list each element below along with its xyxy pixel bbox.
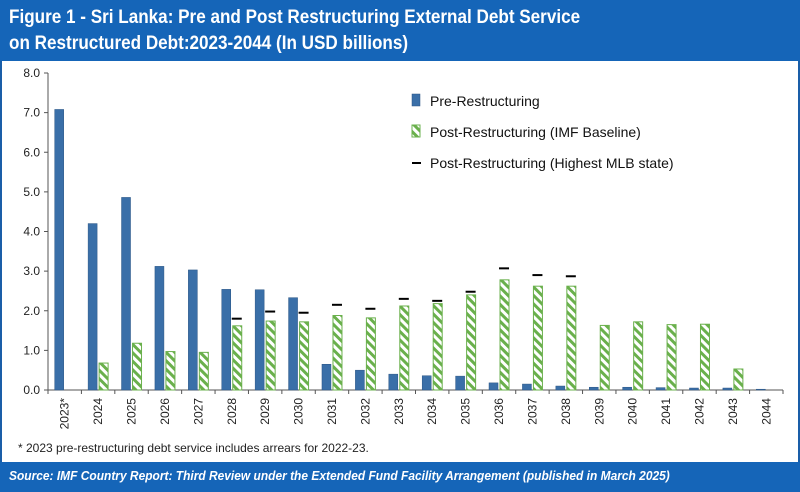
bar-pre-restructuring — [522, 383, 532, 391]
x-tick-label: 2028 — [225, 398, 239, 425]
bar-post-restructuring-baseline — [432, 303, 443, 391]
bar-post-restructuring-baseline — [633, 321, 644, 391]
x-tick-label: 2032 — [358, 398, 372, 425]
bar-pre-restructuring — [421, 375, 432, 391]
legend-label: Pre-Restructuring — [430, 93, 540, 109]
bar-pre-restructuring — [589, 386, 599, 391]
bar-post-restructuring-baseline — [265, 320, 276, 391]
x-tick-label: 2043 — [726, 398, 740, 425]
x-tick-label: 2027 — [191, 398, 205, 425]
bar-post-restructuring-baseline — [198, 351, 209, 391]
bar-pre-restructuring — [355, 369, 365, 391]
bar-post-restructuring-baseline — [299, 321, 310, 391]
bar-pre-restructuring — [388, 373, 399, 391]
figure-title-line-1: Figure 1 - Sri Lanka: Pre and Post Restr… — [9, 7, 581, 28]
bar-post-restructuring-baseline — [699, 323, 710, 391]
source-text: Source: IMF Country Report: Third Review… — [9, 468, 670, 483]
y-tick-label: 3.0 — [23, 264, 40, 278]
debt-service-bar-chart: 0.0 1.0 2.0 3.0 4.0 5.0 6.0 7.0 8.0 2023* 2024 2025… — [23, 66, 784, 430]
y-tick-label: 4.0 — [23, 225, 40, 239]
x-tick-label: 2033 — [392, 398, 406, 425]
bar-post-restructuring-baseline — [466, 294, 477, 391]
x-tick-label: 2042 — [692, 398, 706, 425]
bar-post-restructuring-baseline — [132, 342, 143, 391]
bar-pre-restructuring — [221, 289, 231, 391]
bar-pre-restructuring — [288, 297, 298, 391]
legend-swatch-post — [411, 124, 421, 138]
bar-pre-restructuring — [121, 197, 131, 391]
bar-pre-restructuring — [655, 387, 666, 391]
x-tick-label: 2037 — [525, 398, 539, 425]
x-tick-label: 2029 — [258, 398, 272, 425]
footnote: * 2023 pre-restructuring debt service in… — [18, 441, 369, 455]
bar-pre-restructuring — [622, 386, 632, 391]
y-tick-label: 2.0 — [23, 304, 40, 318]
bar-pre-restructuring — [722, 387, 733, 391]
bar-pre-restructuring — [689, 387, 699, 391]
legend-label: Post-Restructuring (IMF Baseline) — [430, 124, 641, 140]
bar-pre-restructuring — [488, 382, 499, 391]
bar-pre-restructuring — [188, 269, 198, 391]
x-tick-label: 2023* — [58, 398, 72, 430]
x-tick-label: 2024 — [91, 398, 105, 425]
bar-pre-restructuring — [756, 388, 766, 391]
bar-post-restructuring-baseline — [566, 285, 577, 391]
y-tick-label: 6.0 — [23, 145, 40, 159]
x-tick-label: 2035 — [459, 398, 473, 425]
source-bar: Source: IMF Country Report: Third Review… — [0, 462, 800, 492]
bar-post-restructuring-baseline — [399, 305, 410, 391]
bar-post-restructuring-baseline — [232, 325, 243, 391]
bar-post-restructuring-baseline — [98, 362, 109, 391]
y-tick-label: 1.0 — [23, 343, 40, 357]
y-tick-label: 7.0 — [23, 106, 40, 120]
bar-pre-restructuring — [154, 266, 165, 391]
bar-pre-restructuring — [254, 289, 265, 391]
legend-swatch-pre — [411, 93, 421, 107]
bar-post-restructuring-baseline — [599, 324, 610, 391]
bar-post-restructuring-baseline — [733, 368, 744, 391]
y-tick-label: 5.0 — [23, 185, 40, 199]
x-tick-label: 2036 — [492, 398, 506, 425]
y-tick-label: 0.0 — [23, 383, 40, 397]
bar-pre-restructuring — [555, 385, 566, 391]
x-tick-label: 2040 — [626, 398, 640, 425]
bar-post-restructuring-baseline — [365, 317, 376, 391]
bar-post-restructuring-baseline — [332, 315, 343, 391]
x-tick-label: 2034 — [425, 398, 439, 425]
title-bar: Figure 1 - Sri Lanka: Pre and Post Restr… — [0, 0, 800, 61]
bar-post-restructuring-baseline — [165, 351, 176, 391]
bar-pre-restructuring — [455, 375, 465, 391]
x-tick-label: 2039 — [592, 398, 606, 425]
y-tick-label: 8.0 — [23, 66, 40, 80]
legend-label: Post-Restructuring (Highest MLB state) — [430, 155, 674, 171]
x-tick-label: 2044 — [759, 398, 773, 425]
bar-pre-restructuring — [321, 363, 332, 391]
bar-pre-restructuring — [87, 223, 98, 391]
x-tick-label: 2030 — [292, 398, 306, 425]
x-tick-label: 2031 — [325, 398, 339, 425]
bar-post-restructuring-baseline — [499, 279, 510, 391]
x-tick-label: 2025 — [125, 398, 139, 425]
x-tick-label: 2041 — [659, 398, 673, 425]
bar-post-restructuring-baseline — [666, 324, 677, 391]
x-tick-label: 2038 — [559, 398, 573, 425]
bar-pre-restructuring — [54, 109, 64, 391]
figure-title-line-2: on Restructured Debt:2023-2044 (In USD b… — [9, 33, 409, 54]
bar-post-restructuring-baseline — [532, 285, 543, 391]
x-tick-label: 2026 — [158, 398, 172, 425]
